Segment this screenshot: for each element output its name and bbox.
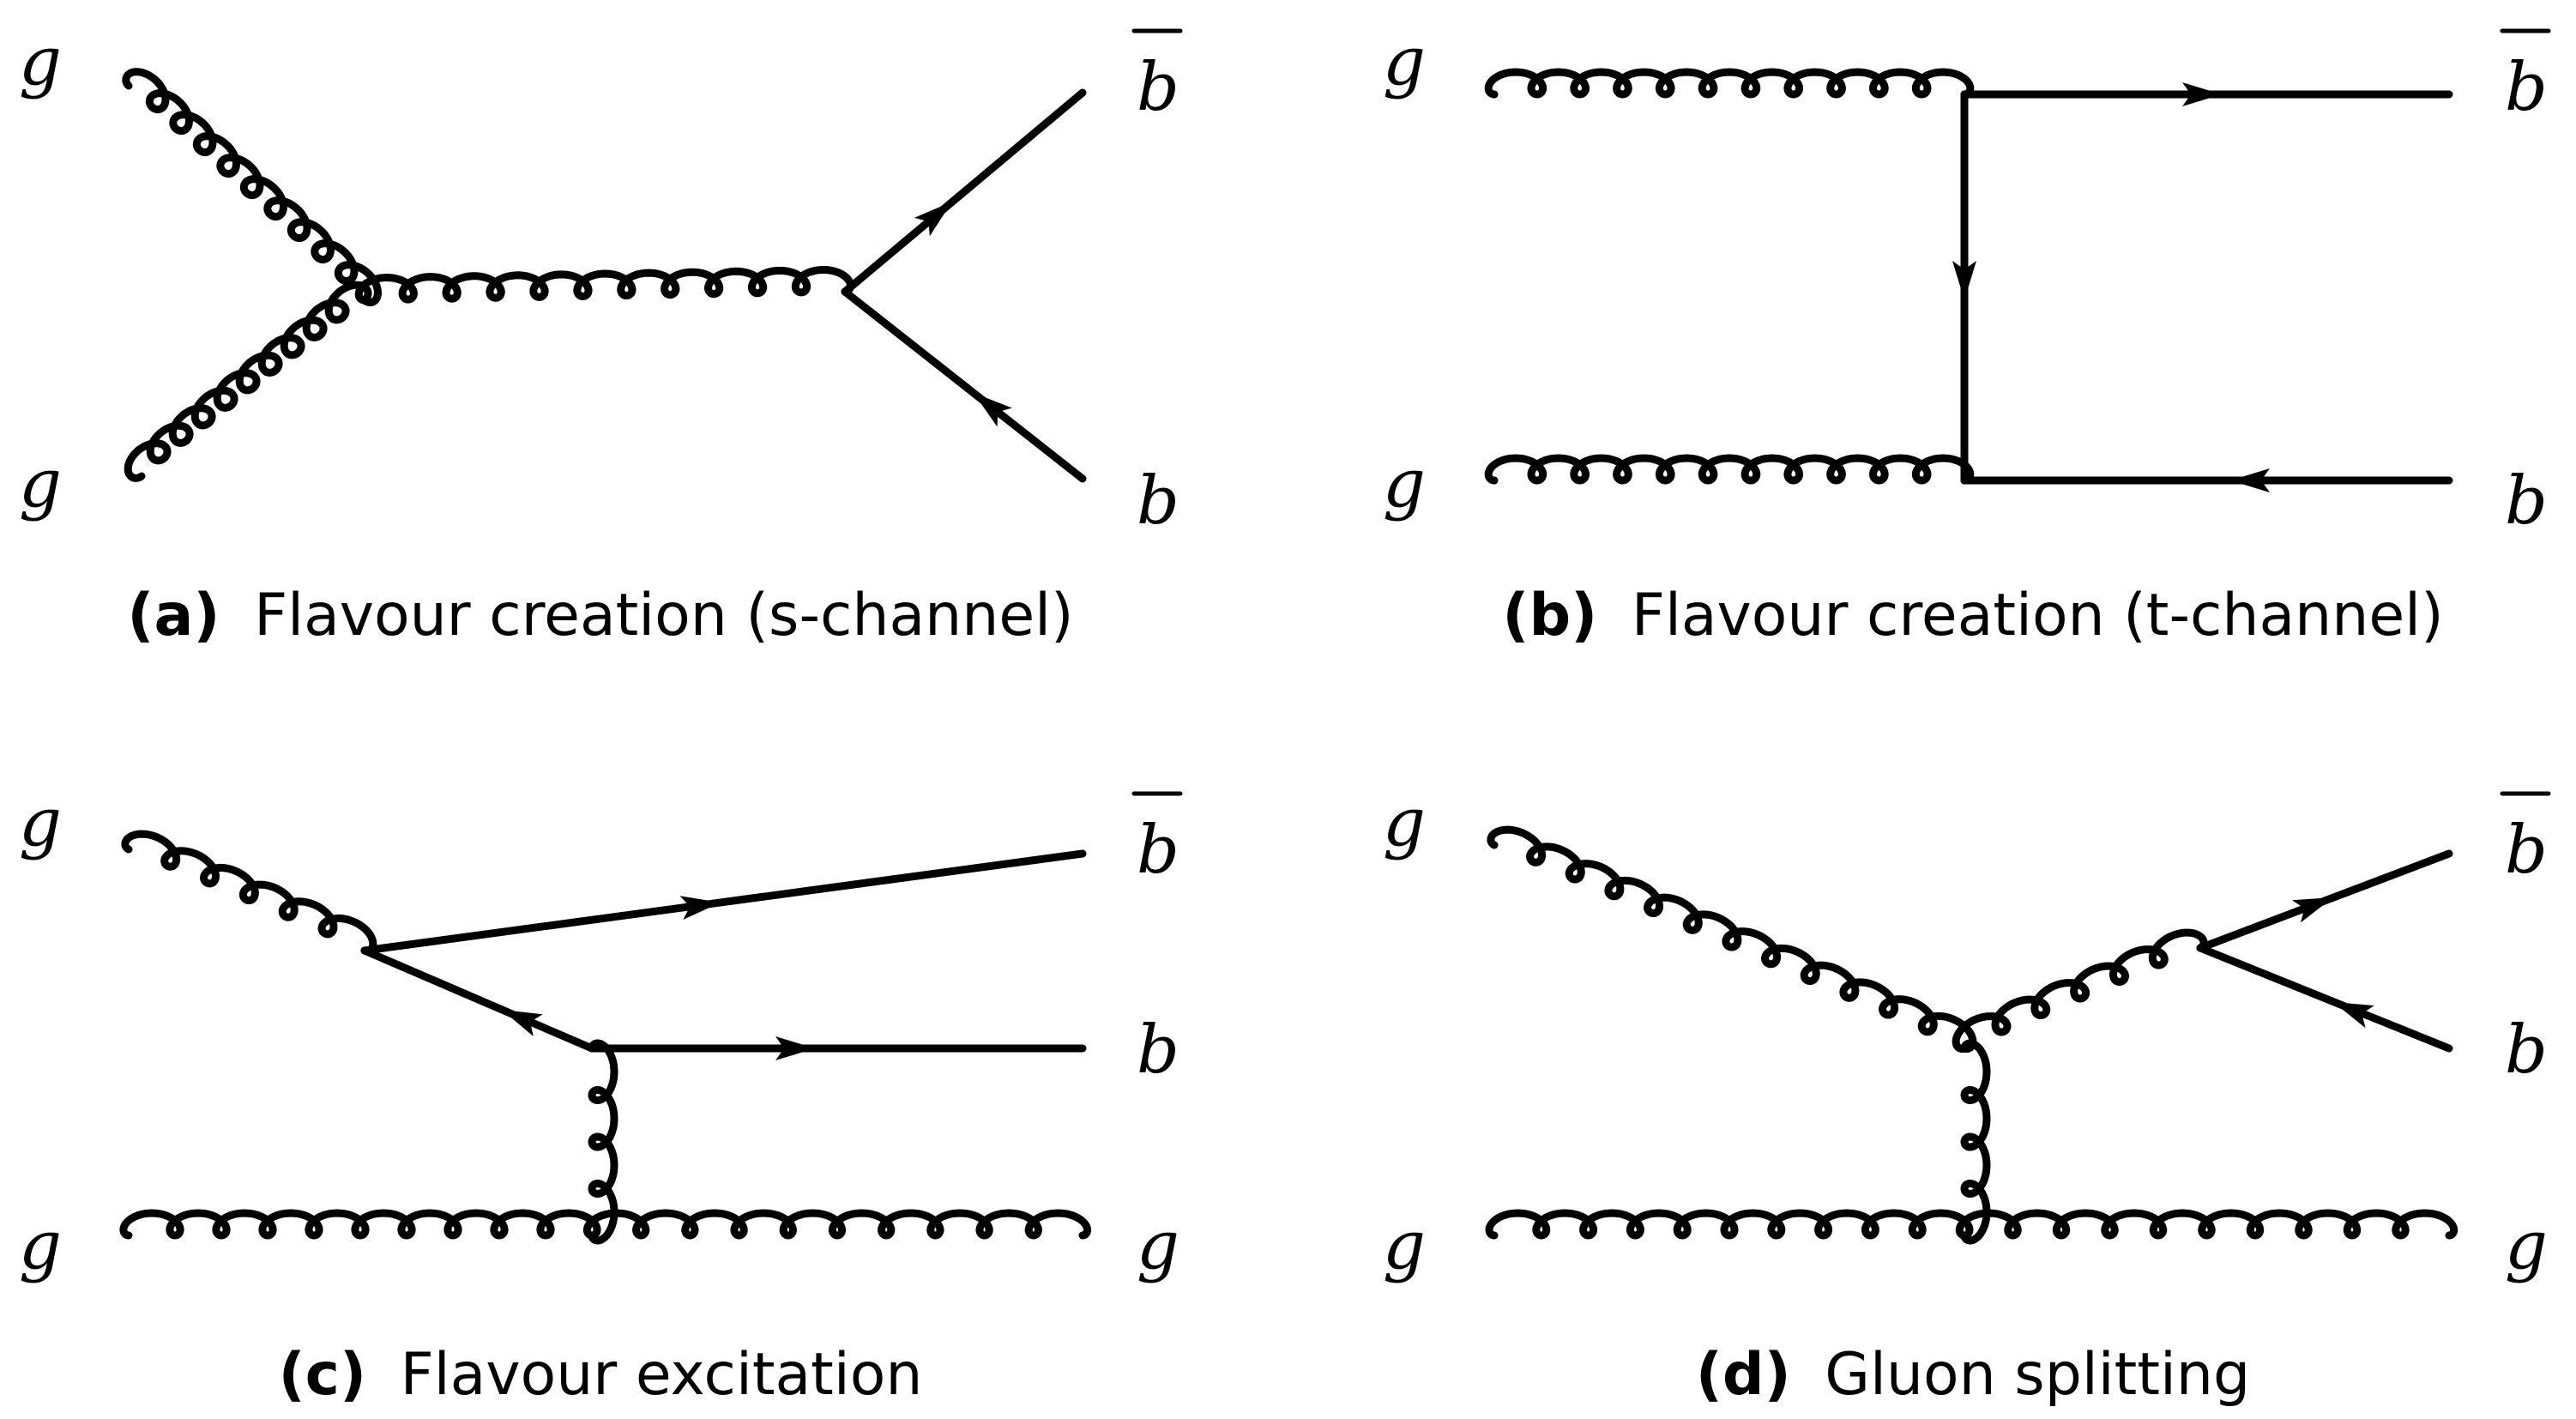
svg-text:b: b — [2505, 812, 2548, 889]
caption-c-tag: (c) — [279, 1341, 366, 1409]
label-d-b: b — [2505, 1011, 2548, 1089]
gluon-c-out-bottom — [582, 1209, 1092, 1240]
label-b-bbar: b — [2500, 28, 2551, 126]
caption-a-tag: (a) — [127, 582, 220, 649]
arrow-c-b — [775, 1036, 815, 1060]
gluon-d-split — [1952, 928, 2208, 1054]
diagram-d: g g b b g (d) Gluon splitting — [1383, 784, 2551, 1409]
arrow-c-propagator — [502, 1010, 543, 1036]
quark-c-bbar-line — [360, 849, 1087, 955]
arrow-b-propagator — [1952, 261, 1976, 300]
label-d-g-out: g — [2505, 1207, 2548, 1284]
label-a-bbar: b — [1131, 28, 1183, 126]
caption-d-text: Gluon splitting — [1825, 1341, 2250, 1409]
quark-a-bbar-line — [841, 88, 1087, 296]
gluon-d-in-top — [1487, 825, 1977, 1054]
label-c-g-out: g — [1137, 1207, 1179, 1284]
label-a-g-bottom: g — [19, 445, 62, 522]
label-c-bbar: b — [1131, 791, 1183, 889]
caption-d-tag: (d) — [1696, 1341, 1791, 1409]
caption-b-text: Flavour creation (t-channel) — [1632, 582, 2444, 649]
arrow-d-bbar — [2292, 897, 2333, 923]
gluon-c-exchange — [588, 1039, 618, 1245]
label-b-g-bottom: g — [1383, 445, 1426, 522]
diagram-c: g g b b g (c) Flavour excitation — [19, 784, 1183, 1409]
caption-a: (a) Flavour creation (s-channel) — [127, 582, 1073, 649]
arrow-d-b — [2333, 1002, 2374, 1029]
arrow-c-bbar — [679, 896, 721, 920]
arrow-a-b — [974, 393, 1012, 427]
label-a-g-top: g — [19, 23, 62, 100]
caption-b-tag: (b) — [1502, 582, 1597, 649]
gluon-d-out-bottom — [1955, 1209, 2458, 1240]
caption-c-text: Flavour excitation — [401, 1341, 923, 1409]
label-d-g-top: g — [1383, 784, 1426, 861]
label-c-b: b — [1137, 1011, 1179, 1089]
diagram-a: g g b b (a) Flavour creation (s-channel) — [19, 23, 1183, 649]
label-b-g-top: g — [1383, 23, 1426, 100]
diagram-b: g g b b (b) Flavour creation (t-channel) — [1383, 23, 2551, 649]
arrow-b-top — [2182, 82, 2222, 106]
gluon-b-in-bottom — [1484, 454, 1975, 485]
gluon-c-in-bottom — [119, 1209, 601, 1240]
caption-d: (d) Gluon splitting — [1696, 1341, 2250, 1409]
label-b-b: b — [2505, 462, 2548, 540]
gluon-a-in-bottom — [124, 281, 372, 482]
label-d-g-bottom: g — [1383, 1207, 1426, 1284]
label-d-bbar: b — [2500, 791, 2551, 889]
gluon-a-in-top — [122, 68, 382, 307]
quark-c-propagator — [360, 946, 596, 1053]
caption-b: (b) Flavour creation (t-channel) — [1502, 582, 2443, 649]
svg-text:b: b — [1137, 49, 1179, 126]
gluon-b-in-top — [1484, 68, 1975, 99]
svg-text:b: b — [2505, 49, 2548, 126]
gluon-d-exchange — [1960, 1039, 1991, 1245]
caption-c: (c) Flavour excitation — [279, 1341, 923, 1409]
label-c-g-bottom: g — [19, 1207, 62, 1284]
quark-d-b-line — [2196, 944, 2453, 1053]
gluon-a-propagator — [354, 266, 854, 305]
label-c-g-top: g — [19, 784, 62, 861]
quark-a-b-line — [841, 287, 1087, 483]
gluon-c-in-top — [121, 830, 377, 956]
arrow-b-bottom — [2230, 468, 2270, 492]
gluon-d-in-bottom — [1485, 1209, 1974, 1240]
caption-a-text: Flavour creation (s-channel) — [254, 582, 1074, 649]
arrow-a-bbar — [914, 202, 952, 237]
svg-text:b: b — [1137, 812, 1179, 889]
label-a-b: b — [1137, 462, 1179, 540]
